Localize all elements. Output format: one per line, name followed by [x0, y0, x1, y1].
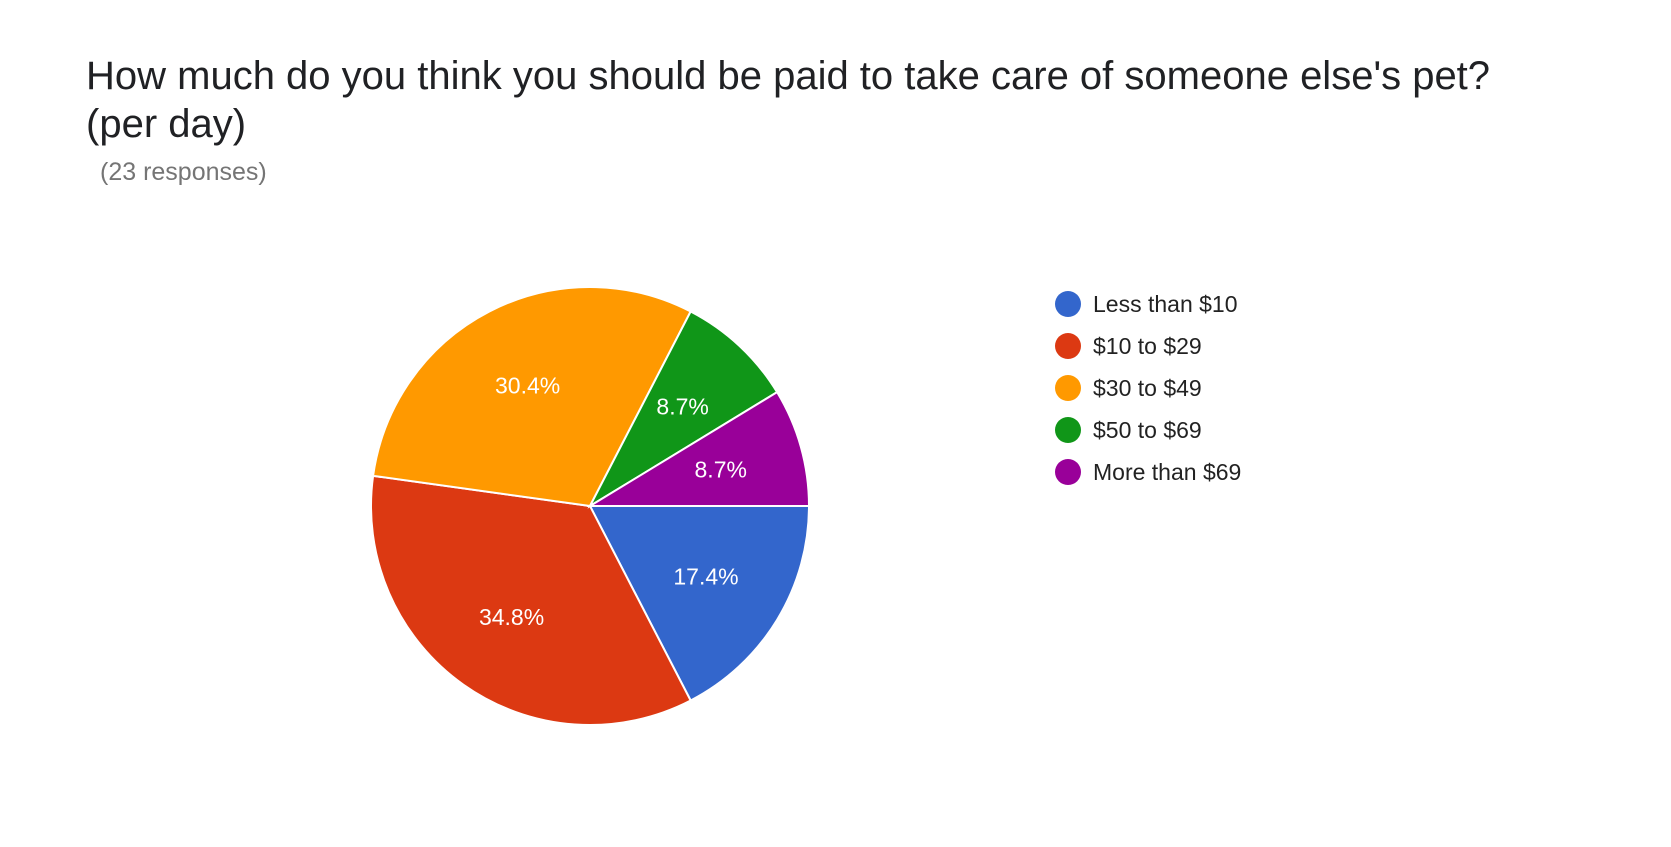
- legend-label: $10 to $29: [1093, 332, 1202, 359]
- pie-slice[interactable]: [371, 286, 692, 508]
- legend-swatch: [1055, 417, 1081, 443]
- legend-swatch: [1055, 375, 1081, 401]
- legend-label: $50 to $69: [1093, 416, 1202, 443]
- pie-slice[interactable]: [587, 310, 779, 509]
- slice-percent-label: 8.7%: [656, 394, 708, 420]
- legend-item[interactable]: $30 to $49: [1055, 367, 1241, 409]
- legend-item[interactable]: Less than $10: [1055, 283, 1241, 325]
- legend-item[interactable]: $50 to $69: [1055, 409, 1241, 451]
- chart-title: How much do you think you should be paid…: [86, 54, 1491, 146]
- pie-slice[interactable]: [588, 505, 811, 702]
- legend-label: $30 to $49: [1093, 374, 1202, 401]
- legend-label: Less than $10: [1093, 290, 1238, 317]
- legend-item[interactable]: $10 to $29: [1055, 325, 1241, 367]
- slice-percent-label: 30.4%: [495, 372, 560, 398]
- response-count: (23 responses): [100, 158, 267, 186]
- legend-swatch: [1055, 333, 1081, 359]
- pie-slice[interactable]: [370, 474, 692, 726]
- chart-legend: Less than $10 $10 to $29 $30 to $49 $50 to …: [1055, 283, 1241, 493]
- slice-percent-label: 8.7%: [695, 456, 747, 482]
- legend-swatch: [1055, 459, 1081, 485]
- slice-percent-label: 34.8%: [479, 604, 544, 630]
- legend-label: More than $69: [1093, 458, 1242, 485]
- legend-item[interactable]: More than $69: [1055, 451, 1241, 493]
- legend-swatch: [1055, 291, 1081, 317]
- slice-percent-label: 17.4%: [673, 564, 738, 590]
- pie-slice[interactable]: [586, 390, 811, 507]
